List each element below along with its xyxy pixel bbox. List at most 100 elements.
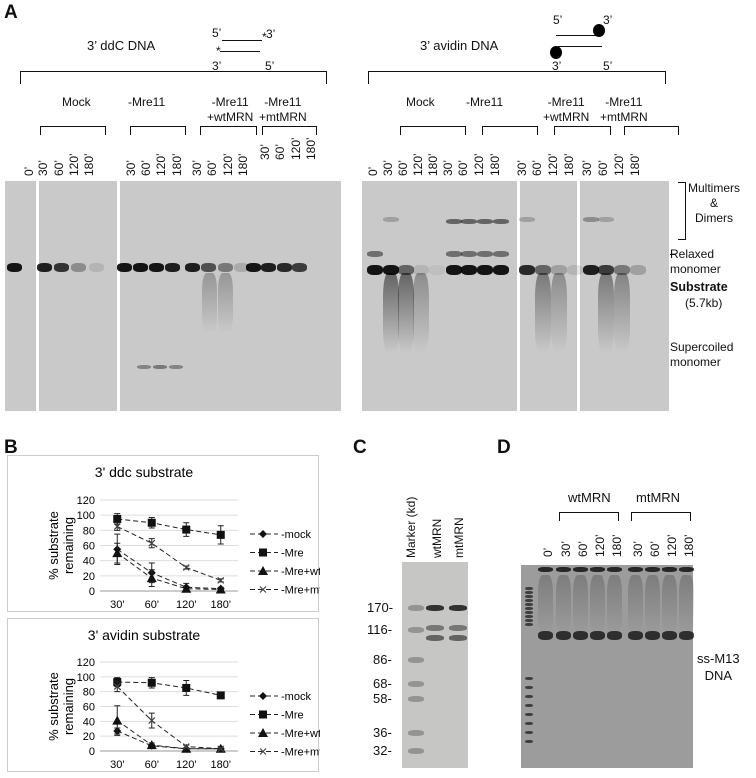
gel-band: [461, 251, 477, 257]
gel-smear: [413, 273, 429, 353]
well-band: [538, 567, 553, 572]
relaxed-monomer-label: Relaxed monomer: [670, 247, 721, 276]
ddc-lane-label: 120’: [67, 153, 81, 176]
gel-band: [292, 263, 307, 272]
series-line: [116, 548, 221, 590]
marker-size-label: 68-: [373, 676, 392, 691]
protein-band: [449, 635, 467, 641]
y-axis-label: % substrate: [46, 672, 61, 741]
avidin-group-bracket: [400, 126, 466, 135]
ddc-group-bracket: [200, 126, 257, 135]
x-tick-label: 180': [211, 759, 231, 771]
gel-divider: [117, 181, 120, 411]
m13-lane-label: 0’: [541, 547, 555, 557]
m13-lane-label: 60’: [648, 540, 662, 557]
chart-title: 3' ddc substrate: [95, 464, 194, 480]
ladder-band: [525, 623, 533, 626]
legend-marker: [259, 530, 267, 538]
protein-band: [426, 625, 444, 631]
legend-marker: [259, 710, 267, 719]
legend-marker: [258, 728, 268, 737]
series-line: [117, 681, 221, 696]
protein-lane-label: Marker (kd): [404, 496, 418, 558]
protein-gel: [402, 562, 468, 768]
m13-band: [662, 631, 677, 640]
gel-smear: [398, 273, 414, 353]
y-tick-label: 80: [83, 687, 95, 699]
marker-size-label: 58-: [373, 691, 392, 706]
ddc-group-label: -Mre11 +wtMRN: [207, 95, 254, 124]
protein-lane-label: wtMRN: [430, 518, 444, 558]
data-point: [148, 717, 156, 725]
ddc-lane-label: 30’: [124, 159, 138, 176]
avidin-group-bracket: [624, 126, 679, 135]
y-tick-label: 100: [77, 510, 95, 522]
data-point: [146, 573, 157, 583]
gel-smear: [598, 273, 614, 353]
avidin-group-label: -Mre11 +wtMRN: [543, 95, 590, 124]
ddc-lane-label: 180’: [304, 137, 318, 160]
ladder-band: [525, 704, 533, 707]
gel-band: [383, 265, 399, 275]
panel-label-b: B: [4, 437, 18, 458]
diagram-label: 3’: [552, 59, 562, 73]
ddc-mark: *: [262, 30, 267, 44]
avidin-lane-label: 30’: [580, 159, 594, 176]
ladder-band: [525, 695, 533, 698]
gel-band: [398, 265, 414, 275]
gel-band: [165, 263, 180, 272]
mtmrn-group-label: mtMRN: [636, 490, 681, 505]
gel-band: [614, 265, 630, 275]
gel-band: [429, 265, 445, 275]
chart-ddc: 3' ddc substrate % substrate remaining 0 20 4…: [7, 455, 322, 612]
y-tick-label: 40: [83, 556, 95, 568]
ladder-band: [525, 677, 533, 680]
m13-lane-label: 180’: [610, 534, 624, 557]
wtmrn-group-label: wtMRN: [568, 490, 611, 505]
ddc-bracket: [20, 71, 327, 84]
y-tick-label: 20: [83, 731, 95, 743]
ddc-dna-title: 3’ ddC DNA: [87, 38, 156, 53]
gel-smear: [679, 575, 694, 635]
gel-smear: [573, 575, 588, 635]
m13-band: [590, 631, 605, 640]
data-point: [147, 678, 156, 687]
x-tick-label: 30': [110, 599, 124, 611]
gel-band: [519, 217, 535, 222]
gel-band: [583, 217, 599, 222]
avidin-lane-label: 180’: [488, 153, 502, 176]
avidin-lane-label: 30’: [441, 159, 455, 176]
m13-band: [607, 631, 622, 640]
legend-marker: [259, 548, 267, 557]
gel-smear: [538, 575, 553, 635]
chart-avidin: 3' avidin substrate % substrate remaining 0…: [7, 618, 322, 772]
marker-size-label: 36-: [373, 725, 392, 740]
line-chart: 3' avidin substrate % substrate remaining 0…: [46, 627, 322, 771]
avidin-gel: [362, 181, 669, 411]
series-line: [116, 552, 221, 590]
ss-m13-label: ss-M13 DNA: [697, 651, 740, 683]
ladder-band: [525, 731, 533, 734]
substrate-size-label: (5.7kb): [685, 296, 723, 310]
ddc-gel: [5, 181, 341, 411]
avidin-lane-label: 30’: [381, 159, 395, 176]
gel-band: [477, 251, 493, 257]
well-band: [645, 567, 660, 572]
avidin-lane-label: 120’: [472, 153, 486, 176]
gel-band: [246, 263, 261, 272]
ladder-band: [525, 595, 533, 598]
diagram-label: 3’: [266, 27, 276, 41]
data-point: [113, 514, 122, 523]
legend-label: -mock: [281, 529, 311, 541]
avidin-group-bracket: [482, 126, 538, 135]
avidin-bracket: [368, 71, 666, 84]
y-tick-label: 120: [77, 495, 95, 507]
gel-band: [185, 263, 200, 272]
gel-divider: [36, 181, 39, 411]
gel-band: [535, 265, 551, 275]
legend-label: -Mre: [281, 710, 304, 722]
ladder-band: [525, 587, 533, 590]
data-point: [112, 715, 123, 725]
gel-band: [630, 265, 646, 275]
gel-band: [261, 263, 276, 272]
